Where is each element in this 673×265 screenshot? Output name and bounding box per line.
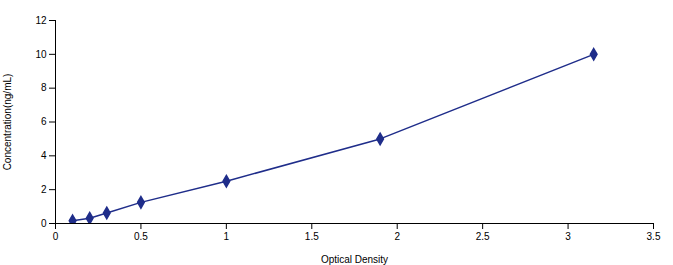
svg-text:0.5: 0.5 <box>134 231 148 242</box>
svg-text:8: 8 <box>41 82 47 93</box>
svg-text:2: 2 <box>394 231 400 242</box>
svg-text:0: 0 <box>53 231 59 242</box>
svg-text:3.5: 3.5 <box>647 231 661 242</box>
svg-text:6: 6 <box>41 116 47 127</box>
svg-text:0: 0 <box>41 218 47 229</box>
svg-text:4: 4 <box>41 150 47 161</box>
svg-text:2: 2 <box>41 184 47 195</box>
svg-text:1.5: 1.5 <box>305 231 319 242</box>
svg-text:Concentration(ng/mL): Concentration(ng/mL) <box>2 74 13 171</box>
svg-text:Optical Density: Optical Density <box>321 254 388 265</box>
svg-text:1: 1 <box>224 231 230 242</box>
svg-text:3: 3 <box>565 231 571 242</box>
svg-text:10: 10 <box>35 49 47 60</box>
svg-text:12: 12 <box>35 15 47 26</box>
svg-text:2.5: 2.5 <box>476 231 490 242</box>
